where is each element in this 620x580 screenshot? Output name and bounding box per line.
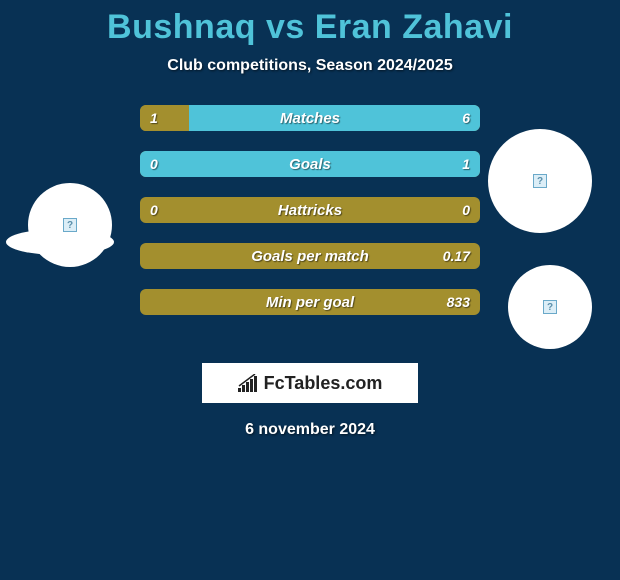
bar-label: Matches xyxy=(140,105,480,131)
brand-box: FcTables.com xyxy=(202,363,418,403)
player-left-club-avatar: ? xyxy=(28,183,112,267)
image-placeholder-icon: ? xyxy=(63,218,77,232)
comparison-chart: ? ? ? 16Matches 01Goals 00Hattricks 0.17Goa… xyxy=(0,105,620,355)
bar-label: Goals per match xyxy=(140,243,480,269)
bar-label: Min per goal xyxy=(140,289,480,315)
brand-chart-icon xyxy=(238,374,260,392)
image-placeholder-icon: ? xyxy=(543,300,557,314)
image-placeholder-icon: ? xyxy=(533,174,547,188)
bar-label: Hattricks xyxy=(140,197,480,223)
page-subtitle: Club competitions, Season 2024/2025 xyxy=(0,57,620,75)
player-right-avatar: ? xyxy=(488,129,592,233)
bar-label: Goals xyxy=(140,151,480,177)
stat-bar: 0.17Goals per match xyxy=(140,243,480,269)
page-title: Bushnaq vs Eran Zahavi xyxy=(0,0,620,47)
bars-container: 16Matches 01Goals 00Hattricks 0.17Goals per… xyxy=(140,105,480,335)
footer-date: 6 november 2024 xyxy=(0,421,620,439)
brand-text: FcTables.com xyxy=(264,373,383,394)
player-right-club-avatar: ? xyxy=(508,265,592,349)
stat-bar: 16Matches xyxy=(140,105,480,131)
stat-bar: 00Hattricks xyxy=(140,197,480,223)
stat-bar: 01Goals xyxy=(140,151,480,177)
stat-bar: 833Min per goal xyxy=(140,289,480,315)
